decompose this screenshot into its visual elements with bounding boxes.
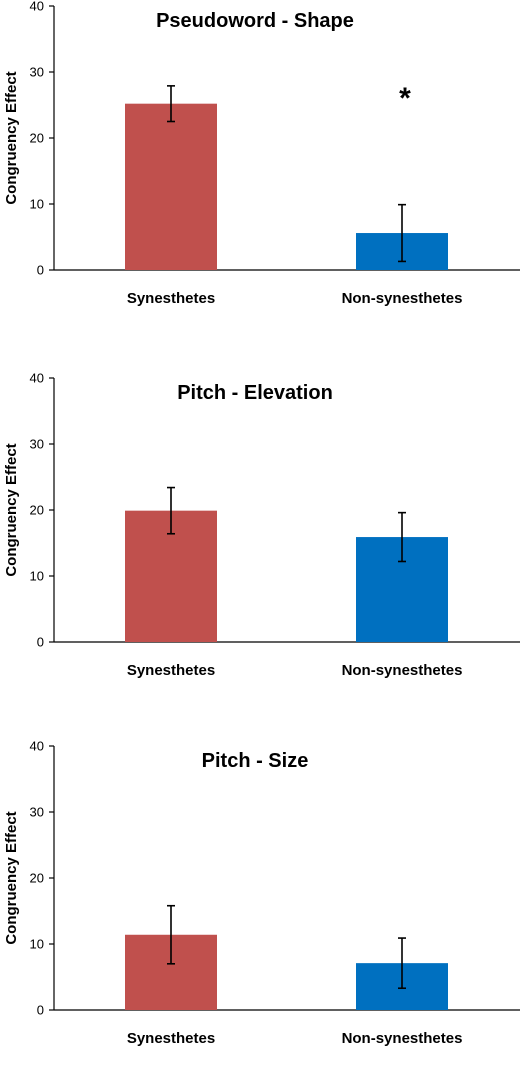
chart-panel-3: Pitch - Size Congruency Effect 0 10 20 30 40 Sy… (0, 740, 520, 1090)
category-label: Synesthetes (127, 662, 215, 679)
chart-svg-1: Pseudoword - Shape Congruency Effect 0 10 20… (3, 0, 520, 307)
chart-title: Pitch - Elevation (177, 382, 333, 404)
chart-panel-2: Pitch - Elevation Congruency Effect 0 10 20 3… (0, 372, 520, 722)
y-axis-label: Congruency Effect (3, 443, 20, 576)
category-label: Non-synesthetes (342, 290, 463, 307)
y-tick-label: 30 (30, 65, 44, 80)
chart-svg-2: Pitch - Elevation Congruency Effect 0 10 20 3… (3, 372, 520, 679)
y-axis-label: Congruency Effect (3, 811, 20, 944)
y-tick-label: 30 (30, 805, 44, 820)
y-tick-label: 20 (30, 503, 44, 518)
chart-panel-1: Pseudoword - Shape Congruency Effect 0 10 20… (0, 0, 520, 350)
bar-synesthetes (125, 103, 217, 271)
y-tick-label: 0 (37, 635, 44, 650)
y-tick-label: 0 (37, 1003, 44, 1018)
category-label: Non-synesthetes (342, 1030, 463, 1047)
chart-title: Pitch - Size (202, 750, 309, 772)
y-tick-label: 40 (30, 0, 44, 14)
chart-title: Pseudoword - Shape (156, 10, 354, 32)
category-label: Non-synesthetes (342, 662, 463, 679)
y-tick-label: 40 (30, 740, 44, 754)
y-tick-label: 40 (30, 372, 44, 386)
category-label: Synesthetes (127, 290, 215, 307)
y-tick-label: 10 (30, 937, 44, 952)
y-tick-label: 0 (37, 263, 44, 278)
category-label: Synesthetes (127, 1030, 215, 1047)
y-tick-label: 20 (30, 871, 44, 886)
y-tick-label: 30 (30, 437, 44, 452)
y-tick-label: 20 (30, 131, 44, 146)
y-axis-label: Congruency Effect (3, 71, 20, 204)
y-tick-label: 10 (30, 197, 44, 212)
chart-svg-3: Pitch - Size Congruency Effect 0 10 20 30 40 Sy… (3, 740, 520, 1047)
significance-asterisk: * (399, 82, 411, 115)
y-tick-label: 10 (30, 569, 44, 584)
